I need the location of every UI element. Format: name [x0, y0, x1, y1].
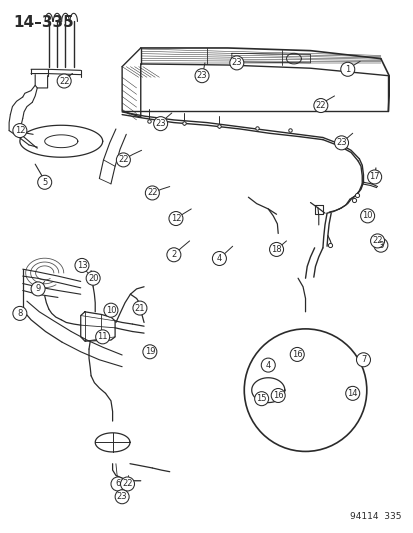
Circle shape	[356, 353, 370, 367]
Circle shape	[153, 117, 167, 131]
Circle shape	[116, 153, 130, 167]
Text: 22: 22	[59, 77, 69, 85]
Text: 94114  335: 94114 335	[349, 512, 401, 521]
Text: 8: 8	[17, 309, 22, 318]
Text: 23: 23	[335, 139, 346, 147]
Circle shape	[145, 186, 159, 200]
Text: 5: 5	[42, 178, 47, 187]
Text: 10: 10	[105, 306, 116, 314]
Circle shape	[120, 477, 134, 491]
Text: 7: 7	[360, 356, 365, 364]
Text: 23: 23	[155, 119, 166, 128]
Circle shape	[95, 330, 109, 344]
Text: 23: 23	[116, 492, 127, 501]
Text: 12: 12	[170, 214, 181, 223]
Text: 1: 1	[344, 65, 349, 74]
Circle shape	[104, 303, 118, 317]
Text: 13: 13	[76, 261, 87, 270]
Circle shape	[111, 477, 125, 491]
Circle shape	[340, 62, 354, 76]
Text: 22: 22	[147, 189, 157, 197]
Circle shape	[57, 74, 71, 88]
Circle shape	[254, 392, 268, 406]
Circle shape	[115, 490, 129, 504]
Circle shape	[360, 209, 374, 223]
Circle shape	[13, 124, 27, 138]
Text: 4: 4	[265, 361, 270, 369]
Circle shape	[166, 248, 180, 262]
Circle shape	[31, 282, 45, 296]
Circle shape	[169, 212, 183, 225]
Circle shape	[373, 238, 387, 252]
Text: 21: 21	[134, 304, 145, 312]
Circle shape	[86, 271, 100, 285]
Text: 3: 3	[377, 241, 382, 249]
Text: 6: 6	[115, 480, 120, 488]
Circle shape	[334, 136, 348, 150]
Text: 12: 12	[14, 126, 25, 135]
Text: 14–335: 14–335	[13, 15, 74, 30]
Circle shape	[13, 306, 27, 320]
Text: 18: 18	[271, 245, 281, 254]
Text: 10: 10	[361, 212, 372, 220]
Circle shape	[212, 252, 226, 265]
Circle shape	[229, 56, 243, 70]
Circle shape	[195, 69, 209, 83]
Circle shape	[313, 99, 327, 112]
Circle shape	[290, 348, 304, 361]
Circle shape	[269, 243, 283, 256]
Circle shape	[370, 234, 384, 248]
Text: 20: 20	[88, 274, 98, 282]
Circle shape	[271, 389, 285, 402]
Text: 15: 15	[256, 394, 266, 403]
Text: 14: 14	[347, 389, 357, 398]
Text: 22: 22	[315, 101, 325, 110]
Text: 16: 16	[291, 350, 302, 359]
Circle shape	[75, 259, 89, 272]
Text: 11: 11	[97, 333, 108, 341]
Circle shape	[142, 345, 157, 359]
Text: 9: 9	[36, 285, 40, 293]
Text: 22: 22	[118, 156, 128, 164]
Circle shape	[345, 386, 359, 400]
Text: 23: 23	[231, 59, 242, 67]
Text: 17: 17	[368, 173, 379, 181]
Circle shape	[261, 358, 275, 372]
Text: 23: 23	[196, 71, 207, 80]
Text: 19: 19	[144, 348, 155, 356]
Text: 16: 16	[272, 391, 283, 400]
Text: 4: 4	[216, 254, 221, 263]
Text: 22: 22	[371, 237, 382, 245]
Circle shape	[38, 175, 52, 189]
Text: 2: 2	[171, 251, 176, 259]
Text: 22: 22	[122, 480, 133, 488]
Circle shape	[244, 329, 366, 451]
Circle shape	[133, 301, 147, 315]
Circle shape	[367, 170, 381, 184]
